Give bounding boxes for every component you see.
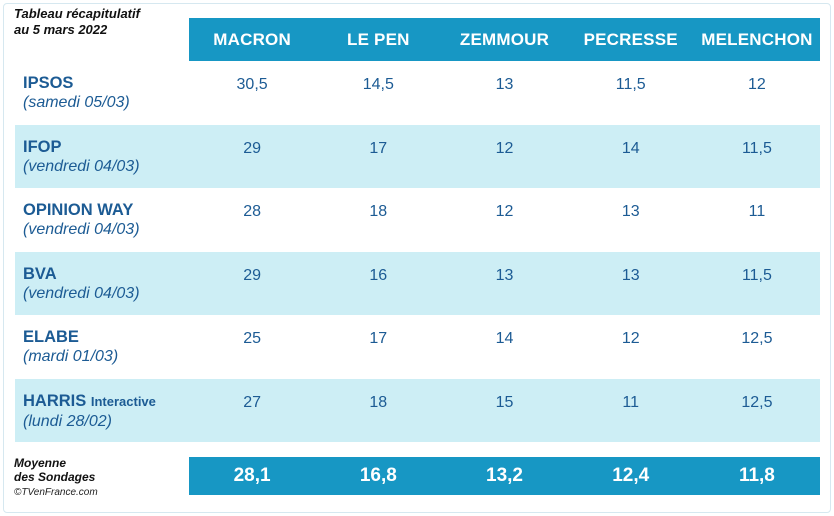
poll-value: 15 <box>495 393 514 411</box>
poll-value: 14 <box>495 330 514 347</box>
institute-name: OPINION WAY <box>23 200 189 220</box>
institute-name-main: HARRIS <box>23 391 87 410</box>
copyright-text: ©TVenFrance.com <box>14 487 98 498</box>
poll-value: 14 <box>621 139 640 157</box>
institute-name-sub: Interactive <box>90 393 156 409</box>
poll-value: 29 <box>243 266 261 284</box>
column-header-macron: MACRON <box>213 29 291 49</box>
title-line-1: Tableau récapitulatif <box>14 6 140 21</box>
poll-value: 12 <box>495 203 514 220</box>
average-value: 11,8 <box>738 465 775 486</box>
poll-rows: IPSOS (samedi 05/03) 30,5 14,5 13 11,5 12 IFOP(… <box>15 61 820 442</box>
poll-value: 12 <box>621 330 640 347</box>
table-title: Tableau récapitulatif au 5 mars 2022 <box>14 6 184 38</box>
institute-name-main: IFOP <box>23 137 62 156</box>
column-header-le-pen: LE PEN <box>347 29 410 49</box>
institute-label: IPSOS (samedi 05/03) <box>15 61 189 125</box>
institute-label: ELABE (mardi 01/03) <box>15 315 189 379</box>
row-values: 29 16 13 13 11,5 <box>189 252 820 316</box>
table-row: BVA (vendredi 04/03) 29 16 13 13 11,5 <box>15 251 820 316</box>
row-values: 29 17 12 14 11,5 <box>189 125 820 189</box>
table-row: IPSOS (samedi 05/03) 30,5 14,5 13 11,5 12 <box>15 61 820 125</box>
average-label: Moyenne des Sondages ©TVenFrance.com <box>14 456 184 500</box>
average-value: 28,1 <box>233 465 271 486</box>
poll-value: 27 <box>243 393 261 411</box>
institute-name: IFOP <box>23 137 189 157</box>
row-values: 28 18 12 13 11 <box>189 188 820 252</box>
poll-value: 11,5 <box>741 139 772 157</box>
poll-value: 12,5 <box>741 393 773 411</box>
poll-value: 29 <box>243 139 261 157</box>
poll-value: 18 <box>369 393 388 411</box>
column-header-melenchon: MELENCHON <box>701 29 813 49</box>
poll-value: 14,5 <box>362 76 394 93</box>
poll-value: 13 <box>621 266 640 284</box>
poll-value: 13 <box>495 266 514 284</box>
poll-date: (vendredi 04/03) <box>23 221 140 238</box>
poll-value: 11 <box>622 393 640 411</box>
institute-name-main: IPSOS <box>23 74 74 92</box>
average-bar: 28,1 16,8 13,2 12,4 11,8 <box>189 457 820 495</box>
average-label-line-1: Moyenne <box>14 456 67 470</box>
poll-value: 11,5 <box>741 266 772 284</box>
poll-value: 12,5 <box>741 330 773 347</box>
average-label-line-2: des Sondages <box>14 470 96 484</box>
poll-value: 18 <box>369 203 388 220</box>
poll-value: 17 <box>369 139 388 157</box>
table-row: ELABE (mardi 01/03) 25 17 14 12 12,5 <box>15 315 820 379</box>
poll-value: 17 <box>369 330 388 347</box>
institute-name: ELABE <box>23 327 189 347</box>
column-header-zemmour: ZEMMOUR <box>459 29 550 49</box>
poll-date: (mardi 01/03) <box>23 348 119 365</box>
institute-label: BVA (vendredi 04/03) <box>15 252 189 316</box>
poll-value: 25 <box>243 330 261 347</box>
average-value: 16,8 <box>359 465 397 486</box>
average-value: 13,2 <box>486 465 523 486</box>
poll-date: (lundi 28/02) <box>23 412 112 430</box>
poll-value: 12 <box>495 139 514 157</box>
institute-name-main: OPINION WAY <box>23 201 134 219</box>
institute-label: HARRIS Interactive (lundi 28/02) <box>15 379 189 443</box>
institute-name-main: BVA <box>23 264 57 283</box>
row-values: 30,5 14,5 13 11,5 12 <box>189 61 820 125</box>
institute-name-main: ELABE <box>23 328 79 346</box>
poll-value: 12 <box>748 76 766 93</box>
row-values: 27 18 15 11 12,5 <box>189 379 820 443</box>
institute-label: IFOP (vendredi 04/03) <box>15 125 189 189</box>
title-line-2: au 5 mars 2022 <box>14 22 108 37</box>
table-row: IFOP (vendredi 04/03) 29 17 12 14 11,5 <box>15 124 820 189</box>
institute-label: OPINION WAY (vendredi 04/03) <box>15 188 189 252</box>
poll-value: 13 <box>621 203 640 220</box>
poll-value: 11 <box>748 203 766 220</box>
table-row: OPINION WAY (vendredi 04/03) 28 18 12 13 11 <box>15 188 820 252</box>
column-header-bar: MACRON LE PEN ZEMMOUR PECRESSE MELENCHON <box>189 18 820 61</box>
institute-name: HARRIS Interactive <box>23 391 189 412</box>
poll-date: (vendredi 04/03) <box>23 284 140 302</box>
institute-name: BVA <box>23 264 189 284</box>
table-row: HARRIS Interactive (lundi 28/02) 27 18 15 11 1… <box>15 378 820 443</box>
poll-value: 11,5 <box>615 76 646 93</box>
poll-date: (vendredi 04/03) <box>23 157 140 175</box>
institute-name: IPSOS <box>23 73 189 93</box>
poll-value: 30,5 <box>236 76 268 93</box>
row-values: 25 17 14 12 12,5 <box>189 315 820 379</box>
poll-value: 13 <box>495 76 514 93</box>
poll-value: 16 <box>369 266 388 284</box>
poll-date: (samedi 05/03) <box>23 94 130 111</box>
average-value: 12,4 <box>612 465 650 486</box>
column-header-pecresse: PECRESSE <box>583 29 678 49</box>
poll-value: 28 <box>243 203 261 220</box>
